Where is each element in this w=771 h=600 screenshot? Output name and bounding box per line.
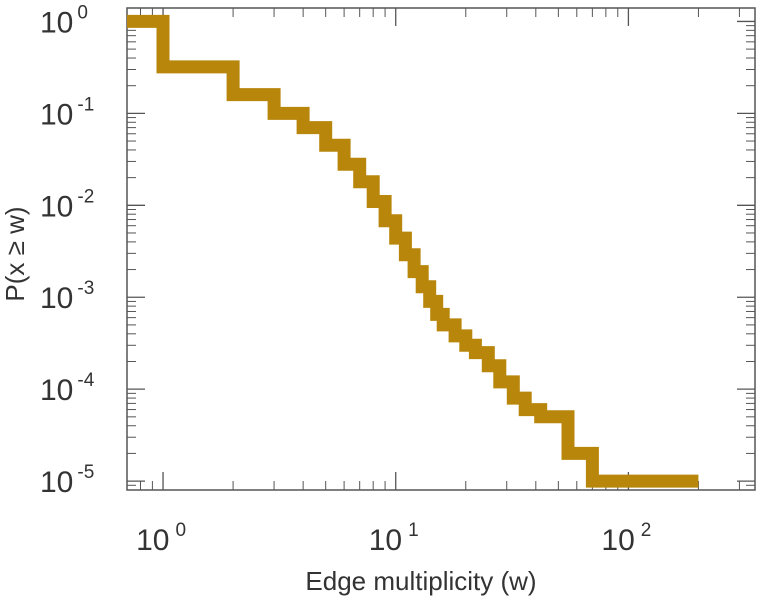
y-tick-label: 10 -4 (40, 370, 95, 407)
x-tick-label: 10 2 (601, 520, 651, 557)
y-tick-label: 10 -3 (40, 278, 94, 315)
y-tick-label: 10 -5 (40, 462, 94, 499)
y-tick-label: 10 -1 (40, 94, 94, 131)
minor-ticks (126, 8, 755, 490)
series-line (127, 14, 699, 488)
x-tick-label: 10 1 (369, 520, 419, 557)
major-ticks (127, 8, 755, 490)
plot-frame (126, 7, 756, 491)
x-tick-label: 10 0 (136, 520, 186, 557)
x-tick-labels: 10 0 10 1 10 2 (136, 520, 651, 557)
y-tick-label: 10 -2 (40, 186, 94, 223)
x-axis-label: Edge multiplicity (w) (305, 566, 536, 596)
y-tick-label: 10 0 (40, 2, 88, 39)
y-axis-label: P(x ≥ w) (0, 206, 30, 301)
